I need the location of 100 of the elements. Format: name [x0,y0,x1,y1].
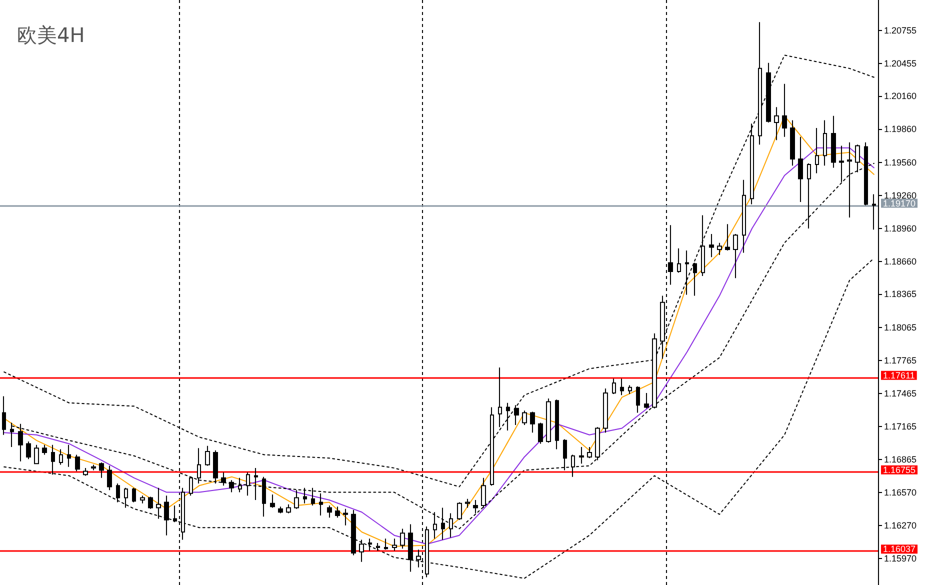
candlestick [717,242,722,256]
candlestick [311,487,315,506]
candlestick [473,500,478,514]
candlestick [815,128,819,174]
candlestick [652,332,657,409]
candlestick [587,446,592,459]
candlestick [677,248,681,274]
candlestick [262,476,266,518]
candlestick [34,444,39,464]
candlestick [42,444,47,456]
candlestick [335,506,340,518]
candlestick [620,378,624,396]
candlestick [465,498,470,508]
ref-line-label: 1.17611 [883,370,915,380]
candlestick [823,120,827,166]
candlestick [107,465,112,491]
candlestick [197,448,201,484]
candlestick [189,476,193,496]
candlestick [400,528,405,550]
candlestick [124,487,128,508]
candlestick [628,384,632,395]
candlestick [530,411,535,434]
ref-line-label: 1.19170 [883,198,916,208]
candlestick [636,386,640,414]
candlestick [546,398,551,444]
candlestick [303,487,307,504]
candlestick [408,524,413,572]
candlestick [59,448,63,466]
candlestick [506,402,510,431]
candlestick [246,472,250,496]
candlestick [132,487,136,503]
candlestick [343,508,348,526]
candlestick [359,539,364,562]
candlestick [270,494,275,508]
candlestick [571,454,575,478]
ref-line-label: 1.16037 [883,544,916,554]
candlestick [514,404,519,426]
y-tick-label: 1.18960 [884,223,917,234]
y-tick-label: 1.16570 [884,487,917,498]
candlestick [457,502,462,520]
y-tick-label: 1.20160 [884,91,917,102]
candlestick [26,441,31,460]
candlestick [750,123,754,205]
candlestick [563,438,567,471]
y-tick-label: 1.15970 [884,554,917,564]
candlestick [693,262,697,296]
candlestick [368,538,372,552]
candlestick [221,472,226,486]
candlestick [156,487,161,520]
candlestick [538,422,543,444]
candlestick [67,444,71,468]
y-tick-label: 1.16270 [884,520,917,530]
candlestick [327,505,332,518]
y-tick-label: 1.16865 [884,454,917,465]
candlestick [91,464,96,471]
candlestick [140,495,145,504]
candlestick [733,234,738,279]
candlestick [213,450,218,484]
candlestick [798,136,803,202]
candlestick [205,445,210,466]
text: 欧美4H [17,23,85,47]
y-tick-label: 1.19260 [884,190,917,200]
candlestick [725,224,730,252]
candlestick [376,542,380,552]
candlestick [294,490,299,510]
candlestick [319,492,323,516]
candlestick [384,538,388,550]
y-tick-label: 1.18065 [884,322,917,332]
y-tick-label: 1.19560 [884,157,917,168]
candlestick [595,426,600,461]
candlestick [164,495,169,536]
candlestick [766,62,771,124]
candlestick [286,504,291,514]
candlestick [238,477,242,493]
candlestick [782,83,787,138]
y-tick-label: 1.18660 [884,256,917,267]
candlestick [278,506,283,514]
candlestick [709,234,714,258]
candlestick [685,250,689,296]
candlestick [392,538,397,552]
candlestick [173,505,177,523]
candlestick [522,410,527,426]
candlestick [555,399,559,450]
candlestick [872,194,876,230]
candlestick [481,477,486,508]
candlestick [351,509,356,556]
candlestick [742,179,746,254]
candlestick [116,482,120,503]
candlestick [2,396,6,436]
candlestick [99,462,104,478]
candlestick [831,115,836,168]
candlestick [75,454,80,472]
y-tick-label: 1.20755 [884,25,917,36]
y-tick-label: 1.17165 [884,422,917,432]
candlestick [603,388,608,434]
candlestick [579,446,584,464]
candlestick [790,120,795,166]
y-tick-label: 1.17765 [884,355,917,366]
candlestick [644,392,649,409]
candlestick [254,468,258,501]
